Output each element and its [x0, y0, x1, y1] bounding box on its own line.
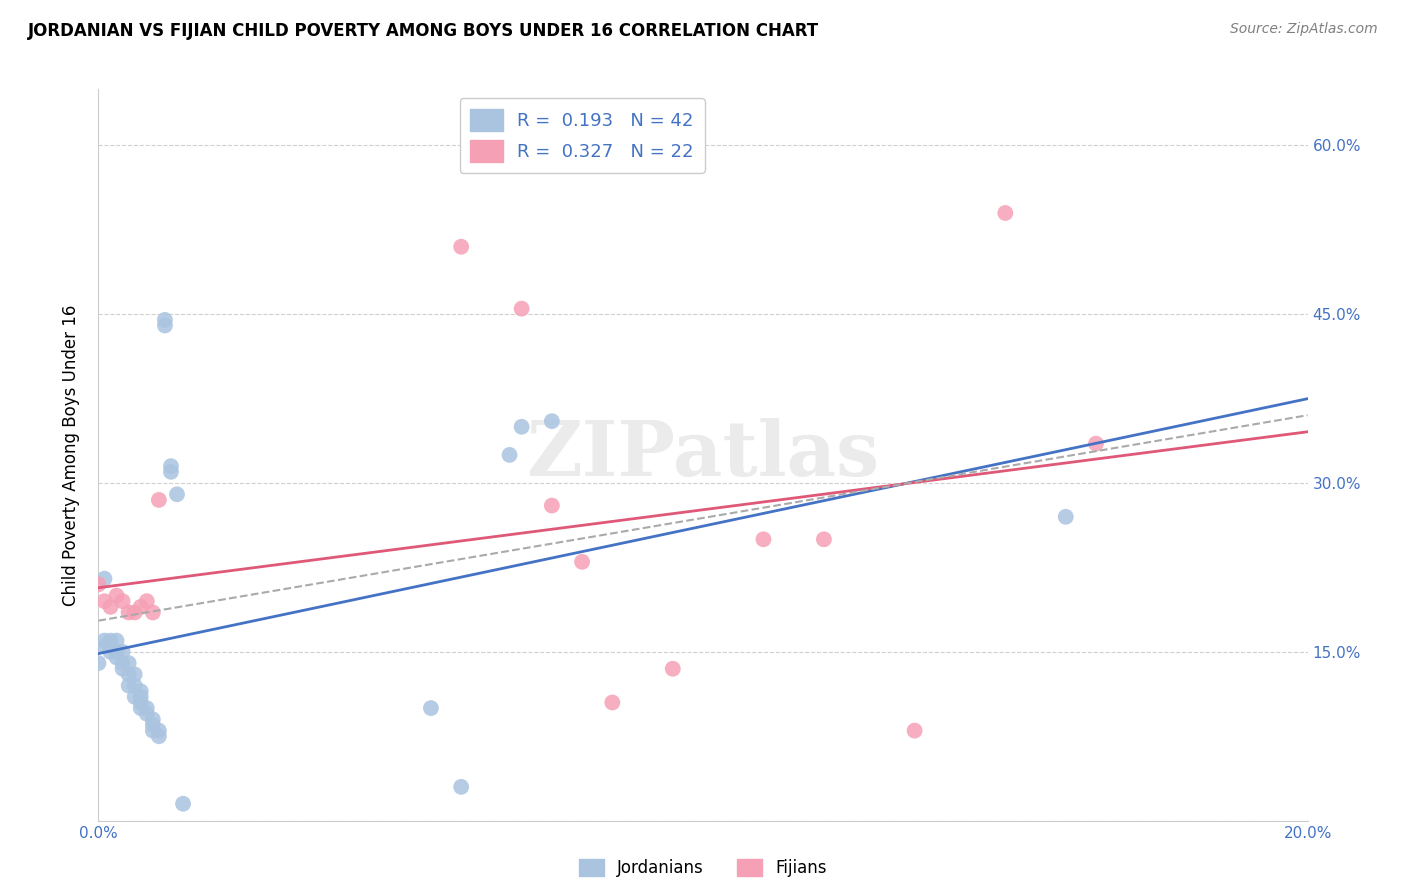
Point: [129, 696, 152, 710]
Point: [105, 633, 128, 648]
Point: [142, 723, 165, 738]
Point: [813, 533, 835, 547]
Point: [93, 633, 115, 648]
Point: [100, 645, 122, 659]
Point: [118, 667, 141, 681]
Point: [105, 645, 128, 659]
Point: [111, 656, 134, 670]
Point: [135, 594, 157, 608]
Point: [111, 662, 134, 676]
Point: [124, 606, 146, 620]
Point: [148, 723, 170, 738]
Point: [129, 701, 152, 715]
Point: [129, 599, 152, 614]
Point: [172, 797, 194, 811]
Point: [148, 729, 170, 743]
Point: [510, 301, 533, 316]
Point: [124, 667, 146, 681]
Point: [118, 656, 141, 670]
Point: [135, 706, 157, 721]
Legend: R =  0.193   N = 42, R =  0.327   N = 22: R = 0.193 N = 42, R = 0.327 N = 22: [460, 98, 704, 173]
Point: [571, 555, 593, 569]
Text: JORDANIAN VS FIJIAN CHILD POVERTY AMONG BOYS UNDER 16 CORRELATION CHART: JORDANIAN VS FIJIAN CHILD POVERTY AMONG …: [28, 22, 820, 40]
Point: [129, 684, 152, 698]
Point: [105, 589, 128, 603]
Point: [135, 701, 157, 715]
Point: [752, 533, 775, 547]
Point: [100, 599, 122, 614]
Point: [118, 606, 141, 620]
Point: [93, 572, 115, 586]
Point: [540, 499, 562, 513]
Point: [100, 639, 122, 653]
Point: [498, 448, 520, 462]
Point: [142, 606, 165, 620]
Point: [148, 492, 170, 507]
Point: [994, 206, 1017, 220]
Point: [153, 313, 176, 327]
Point: [420, 701, 443, 715]
Point: [153, 318, 176, 333]
Point: [450, 780, 472, 794]
Point: [124, 690, 146, 704]
Point: [904, 723, 927, 738]
Point: [105, 650, 128, 665]
Y-axis label: Child Poverty Among Boys Under 16: Child Poverty Among Boys Under 16: [62, 304, 80, 606]
Point: [160, 459, 183, 474]
Point: [160, 465, 183, 479]
Point: [124, 679, 146, 693]
Point: [450, 240, 472, 254]
Point: [166, 487, 188, 501]
Point: [111, 645, 134, 659]
Point: [1054, 509, 1077, 524]
Point: [142, 712, 165, 726]
Point: [602, 696, 624, 710]
Point: [118, 679, 141, 693]
Point: [87, 656, 110, 670]
Point: [111, 594, 134, 608]
Point: [540, 414, 562, 428]
Legend: Jordanians, Fijians: Jordanians, Fijians: [572, 852, 834, 884]
Point: [93, 594, 115, 608]
Point: [662, 662, 685, 676]
Point: [142, 718, 165, 732]
Point: [87, 577, 110, 591]
Point: [100, 633, 122, 648]
Point: [510, 419, 533, 434]
Text: Source: ZipAtlas.com: Source: ZipAtlas.com: [1230, 22, 1378, 37]
Text: ZIPatlas: ZIPatlas: [526, 418, 880, 491]
Point: [129, 690, 152, 704]
Point: [1085, 436, 1108, 450]
Point: [93, 639, 115, 653]
